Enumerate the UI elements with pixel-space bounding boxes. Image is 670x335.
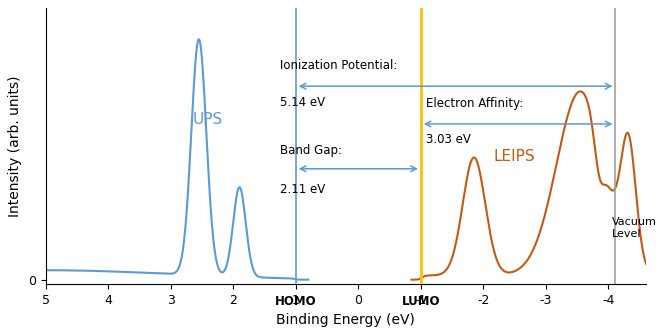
- Y-axis label: Intensity (arb. units): Intensity (arb. units): [8, 76, 22, 217]
- Text: LUMO: LUMO: [401, 295, 440, 308]
- Text: LEIPS: LEIPS: [494, 149, 535, 164]
- Text: Electron Affinity:: Electron Affinity:: [426, 97, 523, 110]
- Text: 3.03 eV: 3.03 eV: [426, 133, 471, 146]
- Text: Band Gap:: Band Gap:: [280, 144, 342, 157]
- Text: 5.14 eV: 5.14 eV: [280, 95, 325, 109]
- Text: HOMO: HOMO: [275, 295, 317, 308]
- Text: Vacuum
Level: Vacuum Level: [612, 217, 657, 239]
- X-axis label: Binding Energy (eV): Binding Energy (eV): [276, 313, 415, 327]
- Text: UPS: UPS: [193, 112, 223, 127]
- Text: Ionization Potential:: Ionization Potential:: [280, 59, 397, 72]
- Text: 2.11 eV: 2.11 eV: [280, 183, 326, 196]
